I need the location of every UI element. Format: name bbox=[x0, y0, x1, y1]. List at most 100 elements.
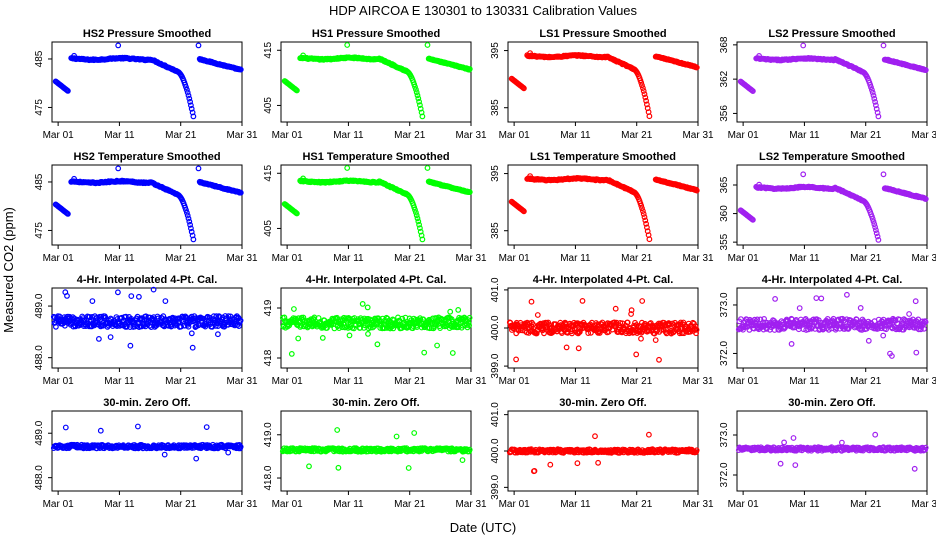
data-point bbox=[415, 218, 422, 225]
x-tick-label: Mar 11 bbox=[104, 499, 135, 510]
data-point bbox=[781, 439, 787, 446]
data-point bbox=[595, 459, 601, 466]
data-point bbox=[227, 313, 234, 320]
data-point bbox=[424, 42, 431, 48]
y-tick-label: 372.0 bbox=[719, 341, 730, 366]
data-point bbox=[563, 344, 570, 351]
data-point bbox=[466, 322, 473, 329]
data-point bbox=[643, 97, 649, 104]
data-point bbox=[190, 236, 197, 243]
y-tick-label: 419 bbox=[263, 299, 274, 316]
y-axis-label: Measured CO2 (ppm) bbox=[1, 207, 16, 333]
data-point bbox=[334, 427, 341, 433]
data-point bbox=[183, 86, 190, 93]
data-points bbox=[52, 165, 244, 243]
data-point bbox=[411, 430, 418, 436]
x-tick-label: Mar 11 bbox=[560, 499, 591, 510]
data-points bbox=[506, 431, 700, 475]
data-points bbox=[281, 42, 473, 120]
data-point bbox=[528, 298, 535, 305]
data-point bbox=[640, 208, 646, 215]
data-point bbox=[868, 84, 874, 91]
x-tick-label: Mar 11 bbox=[104, 253, 135, 264]
data-point bbox=[880, 42, 887, 49]
data-point bbox=[306, 463, 312, 470]
data-point bbox=[185, 92, 192, 99]
data-point bbox=[521, 208, 527, 215]
data-point bbox=[415, 95, 422, 102]
data-point bbox=[646, 113, 653, 120]
data-point bbox=[188, 105, 195, 112]
data-point bbox=[639, 298, 646, 304]
data-point bbox=[872, 431, 879, 438]
data-point bbox=[921, 325, 927, 332]
panel-title: 4-Hr. Interpolated 4-Pt. Cal. bbox=[533, 274, 674, 286]
data-point bbox=[465, 320, 472, 326]
data-point bbox=[574, 460, 581, 467]
y-tick-label: 419.0 bbox=[263, 422, 274, 447]
data-point bbox=[638, 335, 644, 342]
data-point bbox=[874, 233, 881, 240]
panel-9: 4-Hr. Interpolated 4-Pt. Cal.Mar 01 Mar 1… bbox=[34, 274, 258, 387]
data-point bbox=[237, 66, 244, 73]
panel-12: 4-Hr. Interpolated 4-Pt. Cal.Mar 01 Mar 1… bbox=[719, 274, 936, 387]
data-point bbox=[202, 323, 209, 330]
x-tick-label: Mar 01 bbox=[272, 130, 304, 141]
data-point bbox=[922, 319, 929, 325]
data-points bbox=[50, 423, 244, 462]
data-point bbox=[413, 86, 419, 93]
data-point bbox=[195, 165, 202, 172]
data-point bbox=[300, 52, 307, 59]
data-points bbox=[279, 427, 473, 471]
data-point bbox=[888, 324, 895, 331]
data-point bbox=[646, 236, 653, 243]
panel-title: 30-min. Zero Off. bbox=[332, 397, 419, 409]
data-point bbox=[792, 462, 799, 469]
data-point bbox=[869, 89, 876, 96]
data-point bbox=[910, 316, 916, 323]
data-point bbox=[633, 351, 640, 358]
data-point bbox=[413, 89, 420, 96]
x-tick-label: Mar 21 bbox=[621, 253, 653, 264]
data-point bbox=[646, 431, 652, 438]
y-tick-label: 405 bbox=[263, 97, 274, 114]
data-point bbox=[628, 311, 634, 317]
panel-11: 4-Hr. Interpolated 4-Pt. Cal.Mar 01 Mar 1… bbox=[490, 274, 714, 387]
data-point bbox=[638, 79, 645, 86]
data-point bbox=[186, 218, 193, 225]
data-point bbox=[294, 210, 300, 217]
x-tick-label: Mar 21 bbox=[621, 499, 653, 510]
data-point bbox=[911, 465, 918, 472]
x-tick-label: Mar 11 bbox=[104, 130, 135, 141]
y-tick-label: 365 bbox=[719, 176, 730, 193]
panel-15: 30-min. Zero Off.Mar 01 Mar 11 Mar 21 Mar 3… bbox=[490, 397, 714, 510]
data-point bbox=[865, 337, 872, 344]
x-tick-label: Mar 31 bbox=[682, 376, 714, 387]
x-tick-label: Mar 01 bbox=[43, 376, 75, 387]
data-points bbox=[508, 50, 700, 120]
panel-title: HS1 Temperature Smoothed bbox=[302, 151, 449, 163]
y-tick-label: 489.0 bbox=[34, 420, 45, 445]
data-point bbox=[579, 298, 586, 304]
panel-13: 30-min. Zero Off.Mar 01 Mar 11 Mar 21 Mar 3… bbox=[34, 397, 258, 510]
data-point bbox=[413, 212, 420, 219]
figure-title: HDP AIRCOA E 130301 to 130331 Calibratio… bbox=[329, 3, 638, 18]
x-tick-label: Mar 21 bbox=[621, 376, 653, 387]
plot-frame bbox=[736, 164, 928, 246]
x-tick-label: Mar 11 bbox=[789, 253, 820, 264]
data-point bbox=[449, 350, 456, 356]
data-point bbox=[319, 335, 326, 341]
data-points bbox=[52, 42, 244, 120]
data-point bbox=[115, 42, 122, 49]
data-point bbox=[455, 307, 462, 313]
data-point bbox=[772, 296, 778, 302]
data-point bbox=[187, 98, 194, 105]
data-point bbox=[887, 350, 893, 357]
y-tick-label: 395 bbox=[490, 42, 501, 59]
data-point bbox=[466, 314, 473, 321]
panel-title: 30-min. Zero Off. bbox=[103, 397, 190, 409]
y-tick-label: 415 bbox=[263, 164, 274, 181]
y-tick-label: 372.0 bbox=[719, 462, 730, 487]
